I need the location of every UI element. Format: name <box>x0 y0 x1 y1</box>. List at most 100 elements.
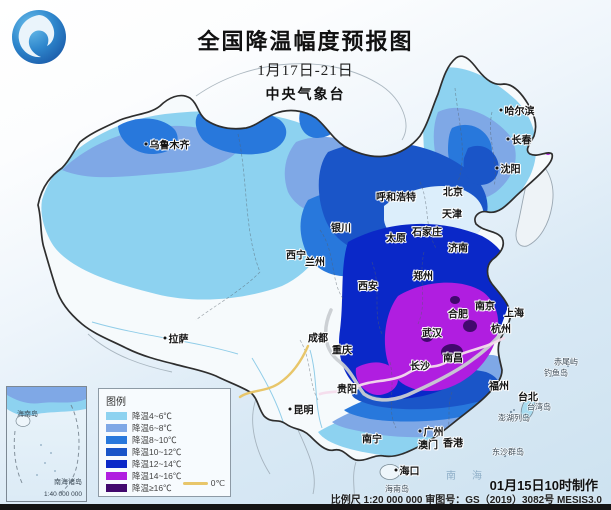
legend-item: 降温14~16℃ <box>106 470 224 482</box>
city-name: 海口 <box>399 466 420 478</box>
inset-scale: 1:40 000 000 <box>44 491 82 498</box>
inset-islands-label: 南海诸岛 <box>54 479 82 486</box>
city-label: 银川 <box>331 220 351 235</box>
city-name: 西宁 <box>286 250 306 262</box>
city-name: 南宁 <box>362 434 382 446</box>
city-label: 石家庄 <box>412 224 442 239</box>
geo-label: 钓鱼岛 <box>544 368 568 378</box>
legend-color-swatch <box>106 436 127 444</box>
legend-item: 降温≥16℃ <box>106 482 224 494</box>
city-dot <box>499 108 503 112</box>
city-label: 乌鲁木齐 <box>144 137 190 152</box>
city-label: 郑州 <box>413 268 433 283</box>
city-name: 福州 <box>489 381 509 393</box>
legend-color-swatch <box>106 460 127 468</box>
korea-peninsula <box>515 157 554 247</box>
south-china-sea-label: 南海 <box>446 471 498 482</box>
city-name: 南京 <box>475 301 495 313</box>
legend-color-swatch <box>106 472 127 480</box>
city-label: 武汉 <box>422 325 442 340</box>
city-label: 呼和浩特 <box>376 189 416 204</box>
map-scale-and-approval: 比例尺 1:20 000 000 审图号：GS（2019）3082号 MESIS… <box>330 495 602 506</box>
city-label: 澳门 <box>418 437 438 452</box>
city-dot <box>288 407 292 411</box>
city-name: 北京 <box>443 187 463 199</box>
city-name: 重庆 <box>332 345 352 357</box>
city-label: 成都 <box>308 330 328 345</box>
city-name: 成都 <box>308 333 328 345</box>
zero-line-label: 0℃ <box>210 478 225 488</box>
legend-item: 降温10~12℃ <box>106 446 224 458</box>
city-label: 南宁 <box>362 431 382 446</box>
small-islands <box>503 365 569 458</box>
city-name: 上海 <box>504 308 524 320</box>
legend-item-label: 降温12~14℃ <box>132 459 182 469</box>
legend-item-label: 降温8~10℃ <box>132 435 177 445</box>
city-label: 香港 <box>443 435 463 450</box>
legend-color-swatch <box>106 484 127 492</box>
legend-item-label: 降温6~8℃ <box>132 423 172 433</box>
city-label: 北京 <box>443 184 463 199</box>
city-name: 贵阳 <box>337 384 357 396</box>
city-name: 兰州 <box>305 257 325 269</box>
city-name: 西安 <box>358 281 378 293</box>
city-name: 石家庄 <box>412 227 442 239</box>
city-label: 合肥 <box>448 306 468 321</box>
city-label: 南昌 <box>443 350 463 365</box>
city-name: 香港 <box>443 438 463 450</box>
national-border <box>37 55 554 462</box>
zero-line-legend: 0℃ <box>182 478 225 489</box>
city-label: 济南 <box>448 240 468 255</box>
inset-hainan-label: 海南岛 <box>17 411 38 418</box>
city-label: 哈尔滨 <box>499 103 535 118</box>
city-name: 天津 <box>442 209 462 221</box>
city-label: 广州 <box>418 424 444 439</box>
geo-label: 东沙群岛 <box>492 447 524 457</box>
city-label: 海口 <box>394 463 420 478</box>
city-label: 贵阳 <box>337 381 357 396</box>
legend-color-swatch <box>106 412 127 420</box>
city-label: 太原 <box>386 230 406 245</box>
legend-item-label: 降温≥16℃ <box>132 483 172 493</box>
city-name: 杭州 <box>491 324 511 336</box>
city-label: 拉萨 <box>163 331 189 346</box>
geo-label: 海南岛 <box>385 484 409 494</box>
white-contour-line <box>318 336 506 396</box>
legend-color-swatch <box>106 424 127 432</box>
city-name: 长沙 <box>410 361 430 373</box>
city-dot <box>163 336 167 340</box>
grey-contour-line <box>323 308 505 402</box>
city-label: 昆明 <box>288 402 314 417</box>
city-dot <box>506 137 510 141</box>
city-name: 合肥 <box>448 309 468 321</box>
dragon-swirl-icon <box>18 15 55 58</box>
city-name: 呼和浩特 <box>376 192 416 204</box>
legend-item: 降温4~6℃ <box>106 410 224 422</box>
legend-item-label: 降温14~16℃ <box>132 471 182 481</box>
city-name: 长春 <box>511 135 532 147</box>
legend-item-label: 降温10~12℃ <box>132 447 182 457</box>
city-label: 台北 <box>518 389 538 404</box>
city-label: 天津 <box>442 206 462 221</box>
inset-map <box>7 387 86 496</box>
city-name: 哈尔滨 <box>504 106 535 118</box>
geo-label: 赤尾屿 <box>554 357 578 367</box>
city-label: 长沙 <box>410 358 430 373</box>
city-dot <box>394 468 398 472</box>
city-name: 太原 <box>386 233 406 245</box>
zero-line-sample <box>182 482 208 485</box>
taiwan-island <box>520 396 536 420</box>
city-label: 西安 <box>358 278 378 293</box>
city-label: 杭州 <box>491 321 511 336</box>
creation-time: 01月15日10时制作 <box>489 478 598 493</box>
city-name: 武汉 <box>422 328 442 340</box>
city-dot <box>144 142 148 146</box>
city-label: 南京 <box>475 298 495 313</box>
city-label: 沈阳 <box>495 161 521 176</box>
legend-item: 降温6~8℃ <box>106 422 224 434</box>
bottom-frame-bar <box>0 504 611 510</box>
city-label: 兰州 <box>305 254 325 269</box>
geo-label: 澎湖列岛 <box>498 413 530 423</box>
